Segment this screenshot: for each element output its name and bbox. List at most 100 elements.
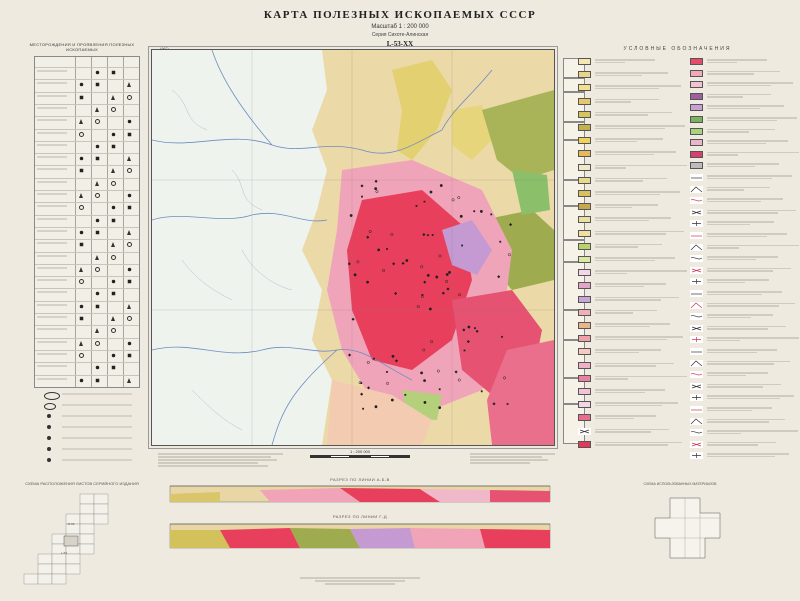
legend-item — [578, 308, 688, 319]
deposit-ring-icon — [436, 369, 440, 373]
deposit-symbol-ring-icon — [95, 340, 100, 346]
index-label-l53: L-53 — [61, 551, 67, 555]
deposit-diamond-icon — [475, 329, 479, 333]
legend-item — [690, 139, 800, 149]
legend-item — [578, 348, 688, 358]
legend-item-text — [707, 406, 799, 414]
cross-section-2 — [169, 523, 551, 549]
deposit-symbol-square-icon — [95, 156, 100, 161]
deposit-symbol-triangle-icon — [127, 229, 131, 235]
deposit-legend-symbol-icon — [47, 425, 51, 429]
legend-color-swatch — [690, 116, 703, 123]
legend-item-text — [595, 441, 687, 449]
scale-bar — [310, 455, 410, 458]
legend-item-text — [707, 267, 799, 275]
deposit-table-column-divider — [75, 57, 76, 387]
legend-item-text — [707, 209, 799, 217]
legend-color-swatch — [578, 110, 591, 118]
index-sheet-cell — [51, 563, 67, 575]
footnote-right — [470, 452, 555, 465]
deposit-square-icon — [474, 327, 476, 330]
deposit-symbol-ring-icon — [127, 316, 132, 321]
legend-line-symbol-icon — [690, 382, 703, 390]
deposit-dot-icon — [467, 325, 471, 329]
legend-item — [578, 282, 688, 292]
legend-color-swatch — [578, 150, 591, 158]
legend-item — [690, 150, 800, 161]
legend-color-swatch — [578, 58, 591, 65]
deposit-symbol-square-icon — [127, 279, 132, 284]
footnote-left — [158, 452, 283, 468]
deposit-symbol-dot-icon — [79, 156, 84, 161]
legend-item-text — [595, 269, 687, 277]
deposit-table-row-label — [37, 328, 67, 331]
legend-item-text — [595, 98, 687, 106]
deposit-legend-text — [62, 404, 132, 406]
legend-color-swatch — [578, 71, 591, 79]
deposit-symbol-dot-icon — [111, 206, 116, 210]
deposit-ring-icon — [386, 381, 390, 385]
legend-color-swatch — [578, 308, 591, 316]
deposit-symbol-square-icon — [79, 169, 84, 173]
deposit-ring-icon — [507, 253, 511, 257]
index-sheet-cell — [79, 523, 95, 535]
deposit-symbol-triangle-icon — [127, 303, 131, 309]
legend-item-text — [707, 348, 799, 356]
legend-color-swatch — [690, 127, 703, 135]
index-sheet-cell — [93, 513, 109, 525]
deposit-table-row-divider — [35, 239, 139, 241]
legend-item-text — [595, 190, 687, 198]
legend-item — [690, 127, 800, 138]
index-sheet-cell — [79, 533, 95, 545]
legend-item-text — [595, 428, 687, 436]
deposit-dot-icon — [420, 371, 424, 375]
deposit-legend-item — [40, 456, 150, 467]
deposit-table-row-label — [37, 217, 67, 220]
legend-item — [578, 163, 688, 174]
deposit-table-row-label — [37, 365, 67, 368]
legend-item — [690, 58, 800, 68]
legend-item — [690, 406, 800, 416]
deposit-legend-text — [62, 415, 132, 417]
deposit-square-icon — [361, 195, 363, 198]
deposit-square-icon — [473, 210, 476, 213]
deposit-square-icon — [480, 390, 483, 393]
legend-line-symbol-icon — [690, 174, 703, 181]
deposit-table-row-label — [37, 193, 67, 195]
legend-line-symbol-icon — [690, 440, 703, 448]
deposit-dot-icon — [349, 214, 353, 217]
legend-item-text — [707, 452, 799, 460]
legend-color-swatch — [578, 335, 591, 343]
legend-item — [690, 197, 800, 207]
legend-line-symbol-icon — [690, 394, 703, 402]
deposit-diamond-icon — [394, 291, 398, 295]
deposit-table-row-divider — [35, 140, 139, 142]
deposit-symbol-ring-icon — [79, 352, 84, 358]
legend-item-text — [707, 336, 799, 344]
legend-color-swatch — [578, 242, 591, 250]
legend-color-swatch — [578, 84, 591, 92]
legend-color-swatch — [578, 216, 591, 224]
deposit-table-title: МЕСТОРОЖДЕНИЯ И ПРОЯВЛЕНИЯ ПОЛЕЗНЫХ ИСКО… — [29, 42, 135, 52]
legend-item — [690, 81, 800, 91]
legend-item-text — [707, 93, 799, 101]
deposit-symbol-dot-icon — [79, 83, 84, 87]
index-sheet-cell — [51, 553, 67, 565]
deposit-square-icon — [404, 393, 407, 396]
deposit-table-row-label — [37, 82, 67, 85]
legend-color-swatch — [690, 150, 703, 158]
index-sheet-cell — [93, 493, 109, 505]
deposit-symbol-dot-icon — [127, 119, 132, 124]
legend-item — [578, 203, 688, 213]
deposit-table-row-divider — [35, 362, 139, 364]
deposit-dot-icon — [479, 210, 483, 213]
deposit-symbol-dot-icon — [95, 218, 100, 222]
legend-item — [690, 278, 800, 288]
legend-line-symbol-icon — [690, 278, 703, 286]
deposit-table-row-divider — [35, 128, 139, 130]
legend-color-swatch — [578, 229, 591, 237]
legend-line-symbol-icon — [690, 232, 703, 239]
legend-line-symbol-icon — [690, 452, 703, 460]
deposit-table-row-label — [37, 340, 67, 343]
deposit-symbol-triangle-icon — [95, 180, 99, 186]
